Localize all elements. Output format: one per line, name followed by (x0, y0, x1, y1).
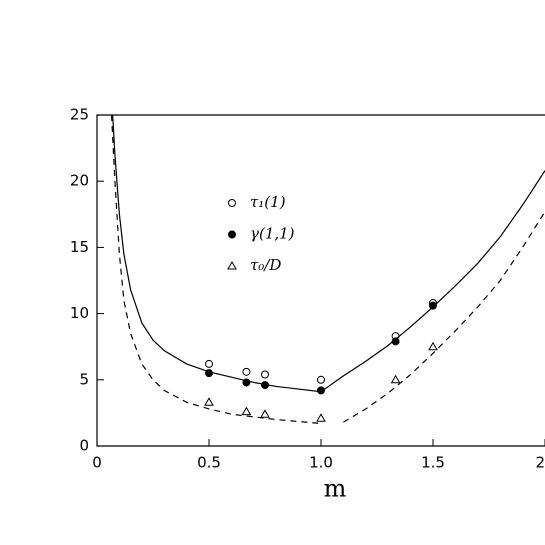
marker (317, 375, 325, 384)
x-tick-label: 1.5 (421, 454, 445, 472)
marker (390, 374, 401, 384)
axes (96, 114, 545, 447)
marker (260, 409, 270, 418)
marker (242, 367, 251, 376)
marker (241, 406, 252, 416)
marker (316, 413, 326, 422)
marker (227, 260, 237, 270)
x-tick-label: 0.5 (197, 454, 221, 472)
x-tick-label: 1.0 (309, 454, 333, 472)
y-tick-label: 0 (79, 437, 89, 455)
x-tick-label: 0 (92, 454, 102, 472)
legend-label: γ(1,1) (250, 225, 295, 243)
legend-label: τ₀/D (250, 256, 281, 274)
y-tick-label: 10 (70, 304, 89, 322)
y-tick-label: 5 (79, 370, 89, 388)
curve (110, 115, 545, 425)
marker (317, 386, 325, 395)
legend-label: τ₁(1) (250, 193, 286, 211)
marker (228, 199, 236, 207)
marker (204, 397, 214, 406)
y-tick-label: 25 (70, 106, 89, 124)
marker (428, 341, 438, 351)
marker (261, 370, 269, 379)
marker (228, 230, 236, 239)
marker (205, 359, 213, 368)
x-axis-label: m (324, 475, 347, 503)
x-tick-label: 2 (535, 454, 545, 472)
curve (112, 115, 545, 393)
marker (429, 301, 437, 310)
y-tick-label: 20 (70, 172, 89, 190)
y-tick-label: 15 (70, 238, 89, 256)
